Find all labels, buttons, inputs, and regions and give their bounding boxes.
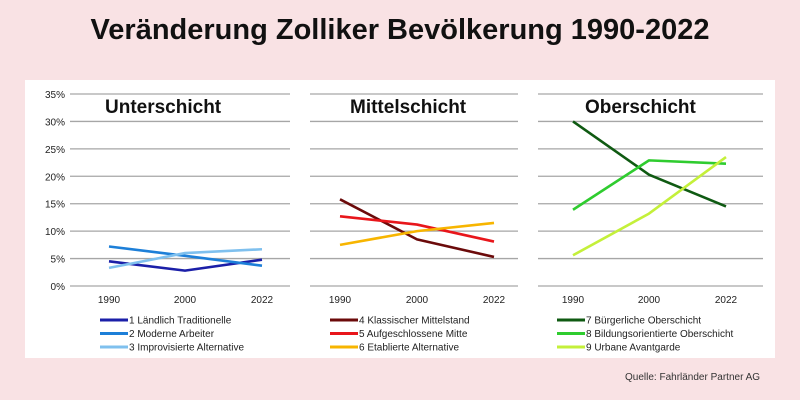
source-note: Quelle: Fahrländer Partner AG <box>625 372 761 383</box>
y-tick-label: 25% <box>45 145 65 156</box>
series-line <box>339 221 495 247</box>
legend-label: 1 Ländlich Traditionelle <box>129 316 232 327</box>
legend-label: 3 Improvisierte Alternative <box>129 343 244 354</box>
legend-label: 8 Bildungsorientierte Oberschicht <box>586 329 734 340</box>
x-tick-label: 2022 <box>715 295 738 306</box>
legend-label: 7 Bürgerliche Oberschicht <box>586 316 701 327</box>
y-tick-label: 0% <box>51 282 66 293</box>
y-tick-label: 20% <box>45 172 65 183</box>
series-line <box>572 159 727 211</box>
legend-label: 4 Klassischer Mittelstand <box>359 316 470 327</box>
legend-label: 5 Aufgeschlossene Mitte <box>359 329 468 340</box>
chart-svg: 0% 5% 10% 15% 20% 25% 30% 35% Unterschicht 1990 20… <box>45 90 763 354</box>
x-tick-label: 1990 <box>329 295 352 306</box>
series-line <box>108 247 263 270</box>
y-tick-label: 35% <box>45 90 65 101</box>
series-line <box>572 120 727 208</box>
series-line <box>572 156 727 257</box>
series-line <box>339 198 495 259</box>
x-tick-label: 2022 <box>251 295 274 306</box>
y-tick-label: 10% <box>45 227 65 238</box>
x-tick-label: 2000 <box>174 295 197 306</box>
legend-label: 9 Urbane Avantgarde <box>586 343 681 354</box>
y-tick-label: 5% <box>51 255 66 266</box>
panel-title: Unterschicht <box>105 97 222 118</box>
series-line <box>108 245 263 267</box>
legend-label: 2 Moderne Arbeiter <box>129 329 215 340</box>
panel-title: Oberschicht <box>585 97 697 118</box>
plot-area: 0% 5% 10% 15% 20% 25% 30% 35% Unterschicht 1990 20… <box>25 80 775 358</box>
legend-label: 6 Etablierte Alternative <box>359 343 459 354</box>
x-tick-label: 1990 <box>98 295 121 306</box>
series-line <box>339 215 495 243</box>
panel-title: Mittelschicht <box>350 97 467 118</box>
y-tick-label: 15% <box>45 200 65 211</box>
x-tick-label: 1990 <box>562 295 585 306</box>
chart-title: Veränderung Zolliker Bevölkerung 1990-20… <box>90 14 710 46</box>
y-tick-label: 30% <box>45 117 65 128</box>
series-line <box>108 258 263 272</box>
x-tick-label: 2000 <box>406 295 429 306</box>
x-tick-label: 2000 <box>638 295 661 306</box>
x-tick-label: 2022 <box>483 295 506 306</box>
